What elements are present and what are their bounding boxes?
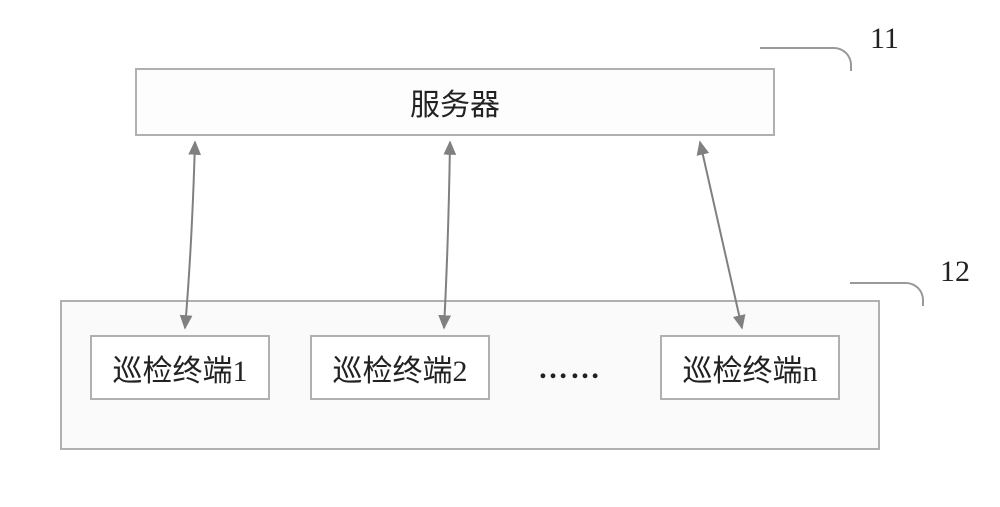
ref-leader-12 xyxy=(850,282,924,306)
terminal-label: 巡检终端2 xyxy=(333,346,468,390)
ref-label-11: 11 xyxy=(870,22,899,56)
diagram-canvas: 服务器 巡检终端1 巡检终端2 巡检终端n …… 11 12 xyxy=(0,0,1000,507)
ref-label-12: 12 xyxy=(940,255,970,289)
terminal-label: 巡检终端1 xyxy=(113,346,248,390)
terminal-box-2: 巡检终端2 xyxy=(310,335,490,400)
ellipsis-dots: …… xyxy=(538,352,602,386)
ref-leader-11 xyxy=(760,47,852,71)
terminal-label: 巡检终端n xyxy=(683,346,818,390)
server-box: 服务器 xyxy=(135,68,775,136)
terminal-box-n: 巡检终端n xyxy=(660,335,840,400)
terminal-box-1: 巡检终端1 xyxy=(90,335,270,400)
server-label: 服务器 xyxy=(410,80,500,124)
